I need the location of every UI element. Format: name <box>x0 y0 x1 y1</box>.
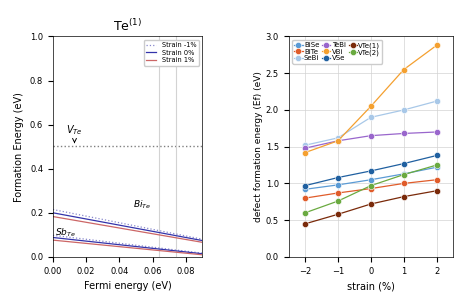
VTe(2) <box>367 184 373 188</box>
VTe(2) <box>433 163 438 167</box>
VTe(1) <box>335 212 340 216</box>
Y-axis label: Formation Energy (eV): Formation Energy (eV) <box>14 92 24 202</box>
BiTe <box>400 181 406 185</box>
SeBi <box>302 143 307 147</box>
VBi <box>367 105 373 108</box>
VBi <box>302 151 307 154</box>
BiTe <box>335 191 340 195</box>
TeBi <box>367 134 373 137</box>
VTe(2) <box>400 173 406 176</box>
Line: VTe(1): VTe(1) <box>302 188 439 227</box>
Line: BiSe: BiSe <box>302 164 439 192</box>
Line: VSe: VSe <box>302 152 439 189</box>
BiTe <box>302 196 307 200</box>
VBi <box>335 139 340 143</box>
BiSe <box>433 165 438 169</box>
Text: $V_{Te}$: $V_{Te}$ <box>66 123 83 143</box>
Legend: BiSe, BiTe, SeBi, TeBi, VBi, VSe, VTe(1), VTe(2): BiSe, BiTe, SeBi, TeBi, VBi, VSe, VTe(1)… <box>291 40 381 64</box>
SeBi <box>367 116 373 119</box>
Text: $Bi_{Te}$: $Bi_{Te}$ <box>132 199 151 212</box>
TeBi <box>400 132 406 135</box>
BiSe <box>302 188 307 191</box>
X-axis label: strain (%): strain (%) <box>346 281 394 291</box>
BiTe <box>367 187 373 190</box>
VTe(2) <box>335 199 340 203</box>
Line: TeBi: TeBi <box>302 129 439 151</box>
VSe <box>367 169 373 173</box>
VTe(1) <box>400 195 406 199</box>
Line: VBi: VBi <box>302 42 439 156</box>
SeBi <box>400 108 406 112</box>
Text: $Sb_{Te}$: $Sb_{Te}$ <box>55 226 75 239</box>
VTe(2) <box>302 211 307 215</box>
BiTe <box>433 178 438 181</box>
Line: BiTe: BiTe <box>302 177 439 201</box>
X-axis label: Fermi energy (eV): Fermi energy (eV) <box>84 281 171 291</box>
SeBi <box>433 99 438 103</box>
VTe(1) <box>367 202 373 206</box>
Line: SeBi: SeBi <box>302 98 439 148</box>
VBi <box>400 68 406 71</box>
VSe <box>335 176 340 179</box>
Legend: Strain -1%, Strain 0%, Strain 1%: Strain -1%, Strain 0%, Strain 1% <box>143 40 199 66</box>
Y-axis label: defect formation energy (Ef) (eV): defect formation energy (Ef) (eV) <box>253 71 263 222</box>
TeBi <box>302 146 307 150</box>
TeBi <box>433 130 438 134</box>
VTe(1) <box>433 189 438 193</box>
VBi <box>433 43 438 47</box>
VSe <box>302 184 307 188</box>
VSe <box>433 154 438 157</box>
Title: Te$^{(1)}$: Te$^{(1)}$ <box>113 18 142 34</box>
SeBi <box>335 136 340 140</box>
TeBi <box>335 139 340 143</box>
BiSe <box>400 172 406 176</box>
VSe <box>400 162 406 165</box>
BiSe <box>367 178 373 181</box>
VTe(1) <box>302 222 307 226</box>
Line: VTe(2): VTe(2) <box>302 162 439 216</box>
BiSe <box>335 183 340 187</box>
